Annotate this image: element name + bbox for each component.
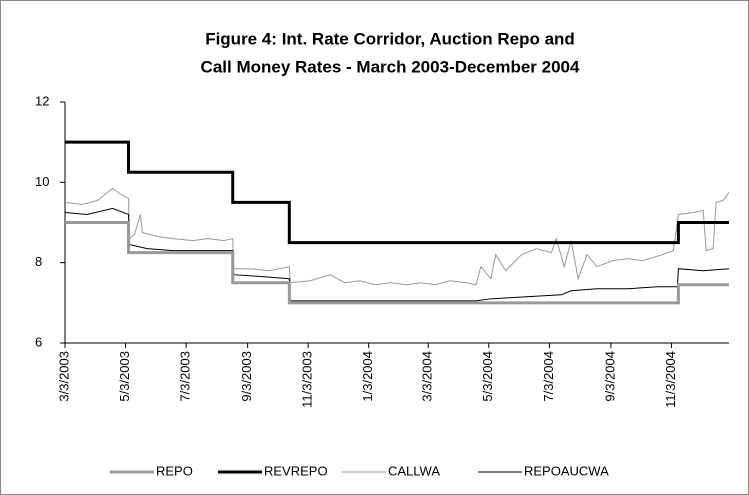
x-tick-label: 11/3/2003 (300, 351, 315, 408)
legend-label: REVREPO (264, 463, 328, 478)
x-tick-label: 7/3/2004 (541, 351, 556, 402)
x-tick-label: 3/3/2004 (420, 351, 435, 402)
chart-title: Figure 4: Int. Rate Corridor, Auction Re… (205, 29, 575, 48)
chart-title: Call Money Rates - March 2003-December 2… (201, 57, 580, 76)
x-tick-label: 5/3/2004 (480, 351, 495, 402)
line-series (64, 207, 730, 302)
y-tick-label: 8 (35, 254, 42, 269)
y-tick-label: 12 (35, 93, 49, 108)
x-tick-label: 9/3/2003 (239, 351, 254, 402)
legend-label: REPOAUCWA (524, 463, 609, 478)
x-tick-label: 5/3/2003 (117, 351, 132, 402)
y-tick-label: 10 (35, 174, 49, 189)
y-tick-label: 6 (35, 334, 42, 349)
x-tick-label: 11/3/2004 (663, 351, 678, 408)
x-tick-label: 7/3/2003 (178, 351, 193, 402)
line-series (64, 187, 730, 286)
x-tick-label: 1/3/2004 (360, 351, 375, 402)
legend-label: REPO (156, 463, 193, 478)
legend-label: CALLWA (388, 463, 440, 478)
x-tick-label: 3/3/2003 (56, 351, 71, 402)
x-tick-label: 9/3/2004 (602, 351, 617, 402)
line-series (65, 140, 729, 245)
line-series (65, 221, 729, 305)
